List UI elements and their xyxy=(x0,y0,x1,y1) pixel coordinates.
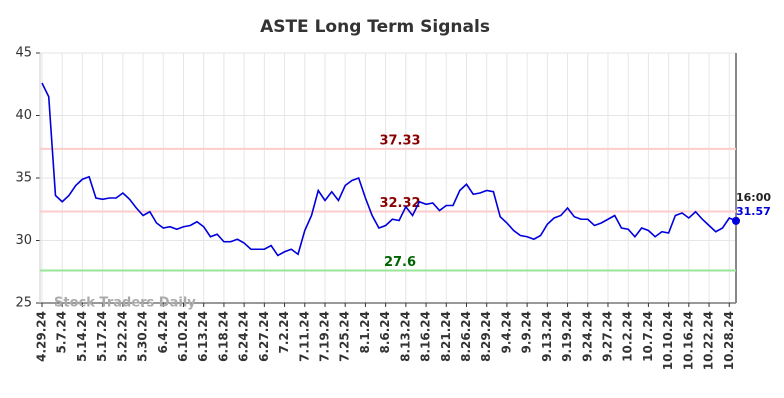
price-line xyxy=(41,82,737,257)
x-tick-label: 5.14.24 xyxy=(75,311,89,362)
x-tick-label: 8.21.24 xyxy=(439,311,453,362)
chart-title: ASTE Long Term Signals xyxy=(260,17,490,37)
y-tick-label: 35 xyxy=(15,171,32,186)
x-tick-label: 10.10.24 xyxy=(661,311,675,370)
x-tick-label: 7.2.24 xyxy=(277,311,291,354)
x-tick-label: 4.29.24 xyxy=(35,311,49,362)
x-tick-label: 8.29.24 xyxy=(479,311,493,362)
x-tick-label: 10.7.24 xyxy=(641,311,655,362)
x-tick-label: 10.16.24 xyxy=(681,311,695,370)
y-tick-label: 45 xyxy=(15,46,32,61)
x-tick-label: 9.13.24 xyxy=(540,311,554,362)
y-tick-label: 30 xyxy=(15,233,32,248)
x-tick-label: 6.24.24 xyxy=(237,311,251,362)
x-tick-label: 9.4.24 xyxy=(499,311,513,354)
signal-label: 27.6 xyxy=(384,255,416,270)
x-tick-label: 8.16.24 xyxy=(419,311,433,362)
x-tick-label: 8.6.24 xyxy=(378,311,392,354)
x-tick-label: 9.24.24 xyxy=(580,311,594,362)
x-tick-label: 8.13.24 xyxy=(398,311,412,362)
x-tick-label: 6.10.24 xyxy=(176,311,190,362)
x-tick-label: 6.4.24 xyxy=(156,311,170,354)
last-point xyxy=(732,216,740,225)
x-tick-label: 8.26.24 xyxy=(459,311,473,362)
x-tick-label: 10.22.24 xyxy=(702,311,716,370)
y-tick-label: 40 xyxy=(15,108,32,123)
x-tick-label: 6.13.24 xyxy=(196,311,210,362)
y-tick-label: 25 xyxy=(15,296,32,311)
x-tick-label: 5.22.24 xyxy=(115,311,129,362)
last-value-label: 31.57 xyxy=(736,205,771,218)
x-tick-label: 9.19.24 xyxy=(560,311,574,362)
x-tick-label: 7.19.24 xyxy=(317,311,331,362)
signal-label: 37.33 xyxy=(379,133,420,148)
x-tick-label: 9.9.24 xyxy=(520,311,534,354)
x-tick-label: 8.1.24 xyxy=(358,311,372,354)
x-tick-label: 9.27.24 xyxy=(600,311,614,362)
x-tick-label: 6.27.24 xyxy=(257,311,271,362)
x-tick-label: 6.18.24 xyxy=(216,311,230,362)
x-tick-label: 7.25.24 xyxy=(338,311,352,362)
signal-label: 32.32 xyxy=(379,196,420,211)
x-tick-label: 7.11.24 xyxy=(297,311,311,362)
x-tick-label: 5.7.24 xyxy=(55,311,69,354)
x-tick-label: 10.2.24 xyxy=(621,311,635,362)
watermark: Stock Traders Daily xyxy=(54,296,196,311)
last-time-label: 16:00 xyxy=(736,191,771,204)
x-tick-label: 10.28.24 xyxy=(722,311,736,370)
x-tick-label: 5.30.24 xyxy=(136,311,150,362)
x-tick-label: 5.17.24 xyxy=(95,311,109,362)
